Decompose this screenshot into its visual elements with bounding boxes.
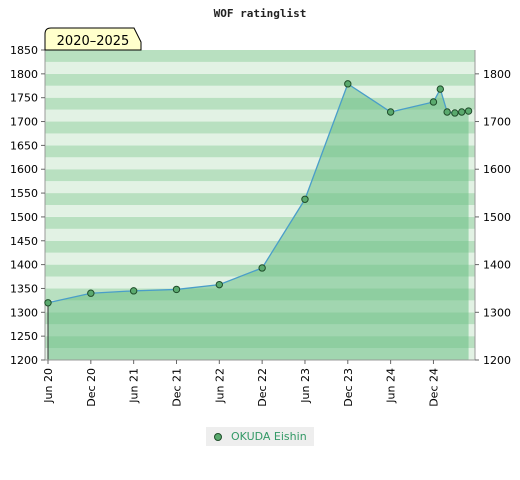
data-point (215, 280, 224, 289)
y-tick-label-left: 1750 (10, 92, 38, 105)
y-tick-label-left: 1800 (10, 68, 38, 81)
background-band (45, 109, 475, 122)
data-point (172, 285, 181, 294)
background-band (45, 121, 475, 134)
background-band (45, 73, 475, 86)
data-point (44, 299, 52, 307)
y-tick-label-left: 1700 (10, 116, 38, 129)
data-point (464, 107, 473, 115)
y-tick-label-left: 1850 (10, 44, 38, 57)
data-point (258, 264, 266, 272)
background-band (45, 181, 475, 194)
x-tick-label: Jun 20 (42, 368, 55, 404)
y-tick-label-left: 1500 (10, 211, 38, 224)
axes: 1200 1250 1300 1350 1400 1450 1500 1550 1600 1650… (10, 44, 511, 407)
x-tick-label: Dec 24 (427, 368, 440, 407)
background-band (45, 240, 475, 253)
data-point (301, 195, 309, 203)
chart-title: WOF ratinglist (214, 7, 307, 20)
legend-marker-icon (214, 432, 222, 441)
x-tick-label: Jun 21 (128, 368, 141, 404)
data-point (386, 108, 395, 116)
y-tick-label-right: 1600 (483, 163, 511, 176)
legend-label: OKUDA Eishin (231, 430, 307, 443)
x-tick-label: Dec 21 (170, 368, 183, 407)
y-tick-label-right: 1300 (483, 306, 511, 319)
data-points (44, 80, 473, 307)
data-point (344, 80, 352, 88)
y-tick-label-left: 1650 (10, 139, 38, 152)
x-tick-label: Jun 24 (385, 368, 398, 404)
x-tick-label: Jun 22 (213, 368, 226, 404)
background-band (45, 193, 475, 205)
background-band (45, 145, 475, 158)
y-tick-label-right: 1200 (483, 354, 511, 367)
y-tick-label-right: 1800 (483, 68, 511, 81)
data-point (436, 85, 445, 93)
background-band (45, 216, 475, 229)
x-tick-label: Dec 22 (256, 368, 269, 407)
period-label-text: 2020–2025 (57, 34, 130, 49)
background-band (45, 50, 475, 62)
y-tick-label-right: 1700 (483, 116, 511, 129)
background-band (45, 169, 475, 182)
y-tick-label-right: 1500 (483, 211, 511, 224)
x-tick-label: Dec 20 (85, 368, 98, 407)
background-band (45, 157, 475, 170)
background-band (45, 61, 475, 74)
data-point (129, 287, 138, 295)
y-tick-label-right: 1400 (483, 259, 511, 272)
background-band (45, 133, 475, 146)
background-band (45, 252, 475, 265)
background-band (45, 228, 475, 241)
background-band (45, 97, 475, 110)
y-tick-label-left: 1550 (10, 187, 38, 200)
x-tick-label: Jun 23 (299, 368, 312, 404)
y-tick-label-left: 1250 (10, 330, 38, 343)
data-point (87, 289, 95, 297)
y-tick-label-left: 1300 (10, 306, 38, 319)
data-point (458, 108, 466, 116)
x-tick-label: Dec 23 (342, 368, 355, 407)
y-tick-label-left: 1200 (10, 354, 38, 367)
background-band (45, 85, 475, 98)
y-tick-label-left: 1600 (10, 163, 38, 176)
y-tick-label-left: 1450 (10, 235, 38, 248)
rating-area-fill (48, 83, 469, 360)
legend[interactable]: OKUDA Eishin (206, 427, 314, 446)
y-tick-label-left: 1350 (10, 282, 38, 295)
y-tick-label-left: 1400 (10, 259, 38, 272)
background-band (45, 205, 475, 217)
data-point (429, 98, 438, 106)
data-point (451, 109, 459, 117)
data-point (443, 108, 451, 116)
period-label: 2020–2025 (44, 27, 142, 51)
